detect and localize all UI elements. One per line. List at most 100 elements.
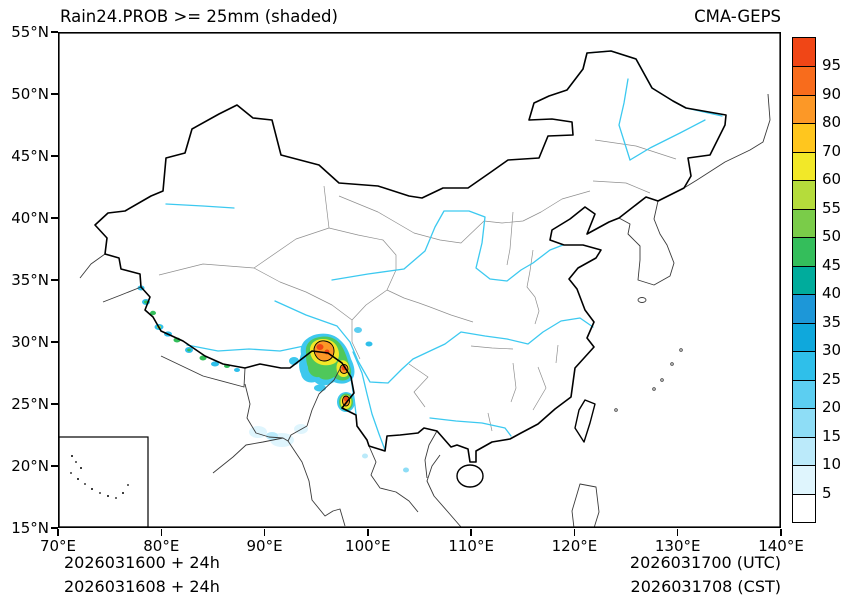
lat-tick-mark bbox=[51, 403, 58, 405]
lon-tick-mark bbox=[573, 529, 576, 536]
colorbar bbox=[792, 37, 816, 523]
lon-tick-mark bbox=[780, 529, 782, 536]
lon-tick-label: 120°E bbox=[551, 537, 598, 555]
colorbar-tick-label: 95 bbox=[822, 56, 842, 75]
colorbar-segment bbox=[793, 151, 815, 181]
lat-tick-label: 20°N bbox=[11, 457, 49, 475]
lon-tick-mark bbox=[470, 529, 472, 536]
colorbar-tick-label: 70 bbox=[822, 141, 842, 160]
colorbar-tick-label: 5 bbox=[822, 483, 832, 502]
colorbar-tick-label: 35 bbox=[822, 312, 842, 331]
kashmir-border-b bbox=[102, 286, 142, 303]
lon-tick-mark bbox=[263, 529, 266, 536]
myanmar-coast bbox=[287, 440, 346, 527]
taiwan-island bbox=[574, 399, 596, 443]
colorbar-tick-label: 45 bbox=[822, 255, 842, 274]
lat-tick-label: 55°N bbox=[11, 23, 49, 41]
colorbar-tick-label: 90 bbox=[822, 84, 842, 103]
lat-tick-label: 50°N bbox=[11, 85, 49, 103]
jeju-island bbox=[637, 297, 647, 303]
colorbar-tick-label: 30 bbox=[822, 341, 842, 360]
lat-tick-mark bbox=[51, 217, 58, 219]
hainan-island bbox=[456, 464, 484, 488]
colorbar-segment bbox=[793, 237, 815, 266]
colorbar-segment bbox=[793, 379, 815, 409]
colorbar-tick-label: 25 bbox=[822, 369, 842, 388]
valid-time-cst: 2026031708 (CST) bbox=[630, 577, 781, 596]
lat-tick-mark bbox=[51, 527, 58, 529]
lat-tick-label: 30°N bbox=[11, 333, 49, 351]
nepal-border bbox=[160, 355, 246, 388]
colorbar-segment bbox=[793, 208, 815, 238]
colorbar-segment bbox=[793, 180, 815, 209]
colorbar-tick-label: 80 bbox=[822, 113, 842, 132]
plot-frame bbox=[58, 32, 781, 528]
lat-tick-label: 45°N bbox=[11, 147, 49, 165]
valid-time-utc: 2026031700 (UTC) bbox=[629, 553, 781, 572]
russia-coast bbox=[683, 93, 771, 189]
lon-tick-mark bbox=[160, 529, 162, 536]
songhua-river bbox=[629, 119, 706, 161]
province-borders bbox=[158, 139, 677, 432]
colorbar-segment bbox=[793, 265, 815, 295]
laos-mekong bbox=[368, 445, 419, 513]
colorbar-segment bbox=[793, 436, 815, 466]
vietnam-coast bbox=[426, 454, 462, 528]
south-china-sea-inset bbox=[58, 436, 149, 528]
lat-tick-label: 15°N bbox=[11, 519, 49, 537]
colorbar-segment bbox=[793, 94, 815, 124]
mekong-river bbox=[352, 351, 386, 451]
kashmir-border-a bbox=[79, 253, 106, 279]
init-time-utc: 2026031600 + 24h bbox=[64, 553, 220, 572]
lat-tick-label: 25°N bbox=[11, 395, 49, 413]
colorbar-tick-label: 55 bbox=[822, 198, 842, 217]
lon-tick-mark bbox=[677, 529, 679, 536]
india-coast bbox=[212, 437, 284, 474]
lat-tick-label: 40°N bbox=[11, 209, 49, 227]
colorbar-tick-label: 60 bbox=[822, 170, 842, 189]
china-national-border bbox=[94, 50, 727, 488]
colorbar-tick-label: 10 bbox=[822, 455, 842, 474]
china-map-plot bbox=[58, 32, 781, 528]
pearl-river bbox=[429, 417, 512, 437]
lat-tick-label: 35°N bbox=[11, 271, 49, 289]
colorbar-segment bbox=[793, 66, 815, 95]
lon-tick-label: 90°E bbox=[246, 537, 283, 555]
yellow-river bbox=[331, 210, 564, 282]
lon-tick-label: 140°E bbox=[758, 537, 804, 555]
lon-tick-label: 80°E bbox=[143, 537, 180, 555]
colorbar-segment bbox=[793, 408, 815, 437]
yangtze-river bbox=[274, 300, 594, 384]
colorbar-tick-label: 40 bbox=[822, 284, 842, 303]
rivers bbox=[165, 50, 723, 451]
amur-river bbox=[566, 50, 723, 117]
colorbar-segment bbox=[793, 322, 815, 352]
foreign-borders bbox=[79, 93, 771, 528]
colorbar-tick-label: 20 bbox=[822, 398, 842, 417]
tarim-river bbox=[165, 203, 235, 209]
vietnam-laos-border bbox=[424, 430, 438, 479]
probability-shading bbox=[137, 285, 409, 473]
lat-tick-mark bbox=[51, 465, 58, 467]
india-myanmar-border bbox=[306, 366, 342, 427]
lon-tick-label: 130°E bbox=[654, 537, 701, 555]
colorbar-segment bbox=[793, 351, 815, 380]
lat-tick-mark bbox=[51, 279, 58, 281]
init-time-cst: 2026031608 + 24h bbox=[64, 577, 220, 596]
model-name-label: CMA-GEPS bbox=[694, 7, 781, 26]
chart-title: Rain24.PROB >= 25mm (shaded) bbox=[60, 7, 338, 26]
korea-coast bbox=[618, 200, 675, 286]
primary-max-blob bbox=[289, 333, 355, 392]
colorbar-segment bbox=[793, 294, 815, 323]
lat-tick-mark bbox=[51, 93, 58, 95]
himalayan-speckles bbox=[137, 285, 240, 372]
bangladesh-border bbox=[244, 383, 308, 442]
colorbar-segment bbox=[793, 465, 815, 494]
nen-river bbox=[618, 78, 631, 161]
colorbar-tick-label: 15 bbox=[822, 426, 842, 445]
lon-tick-label: 100°E bbox=[345, 537, 391, 555]
lon-tick-label: 110°E bbox=[448, 537, 494, 555]
lon-tick-label: 70°E bbox=[39, 537, 77, 555]
colorbar-tick-label: 50 bbox=[822, 227, 842, 246]
